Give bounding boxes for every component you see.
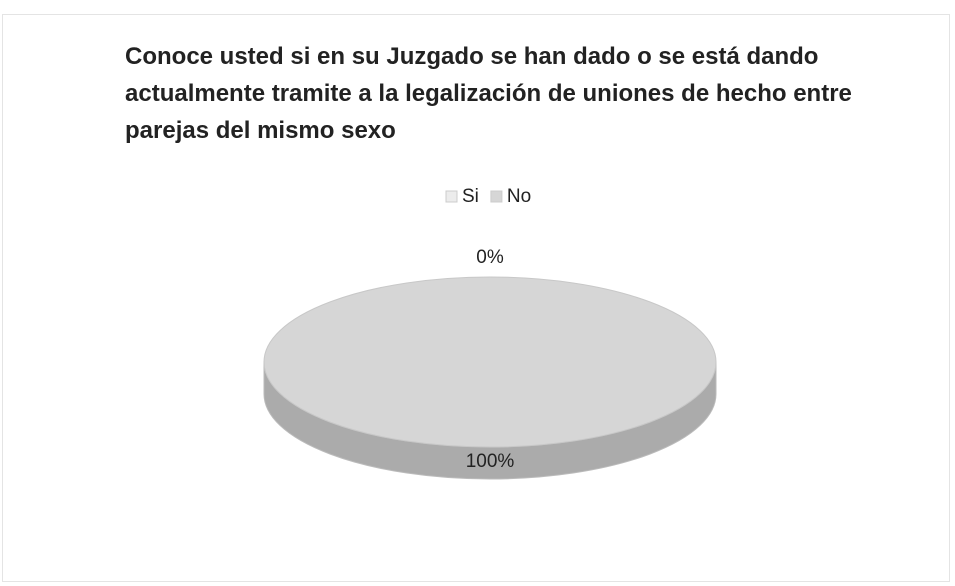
legend-label: Si <box>462 186 479 207</box>
legend-swatch <box>445 190 458 203</box>
chart-frame <box>2 14 950 582</box>
data-label: 0% <box>476 247 504 268</box>
pie-slice <box>263 276 717 448</box>
legend-swatch <box>490 190 503 203</box>
data-label: 100% <box>466 451 515 472</box>
chart-title: Conoce usted si en su Juzgado se han dad… <box>125 43 852 144</box>
legend-label: No <box>507 186 531 207</box>
